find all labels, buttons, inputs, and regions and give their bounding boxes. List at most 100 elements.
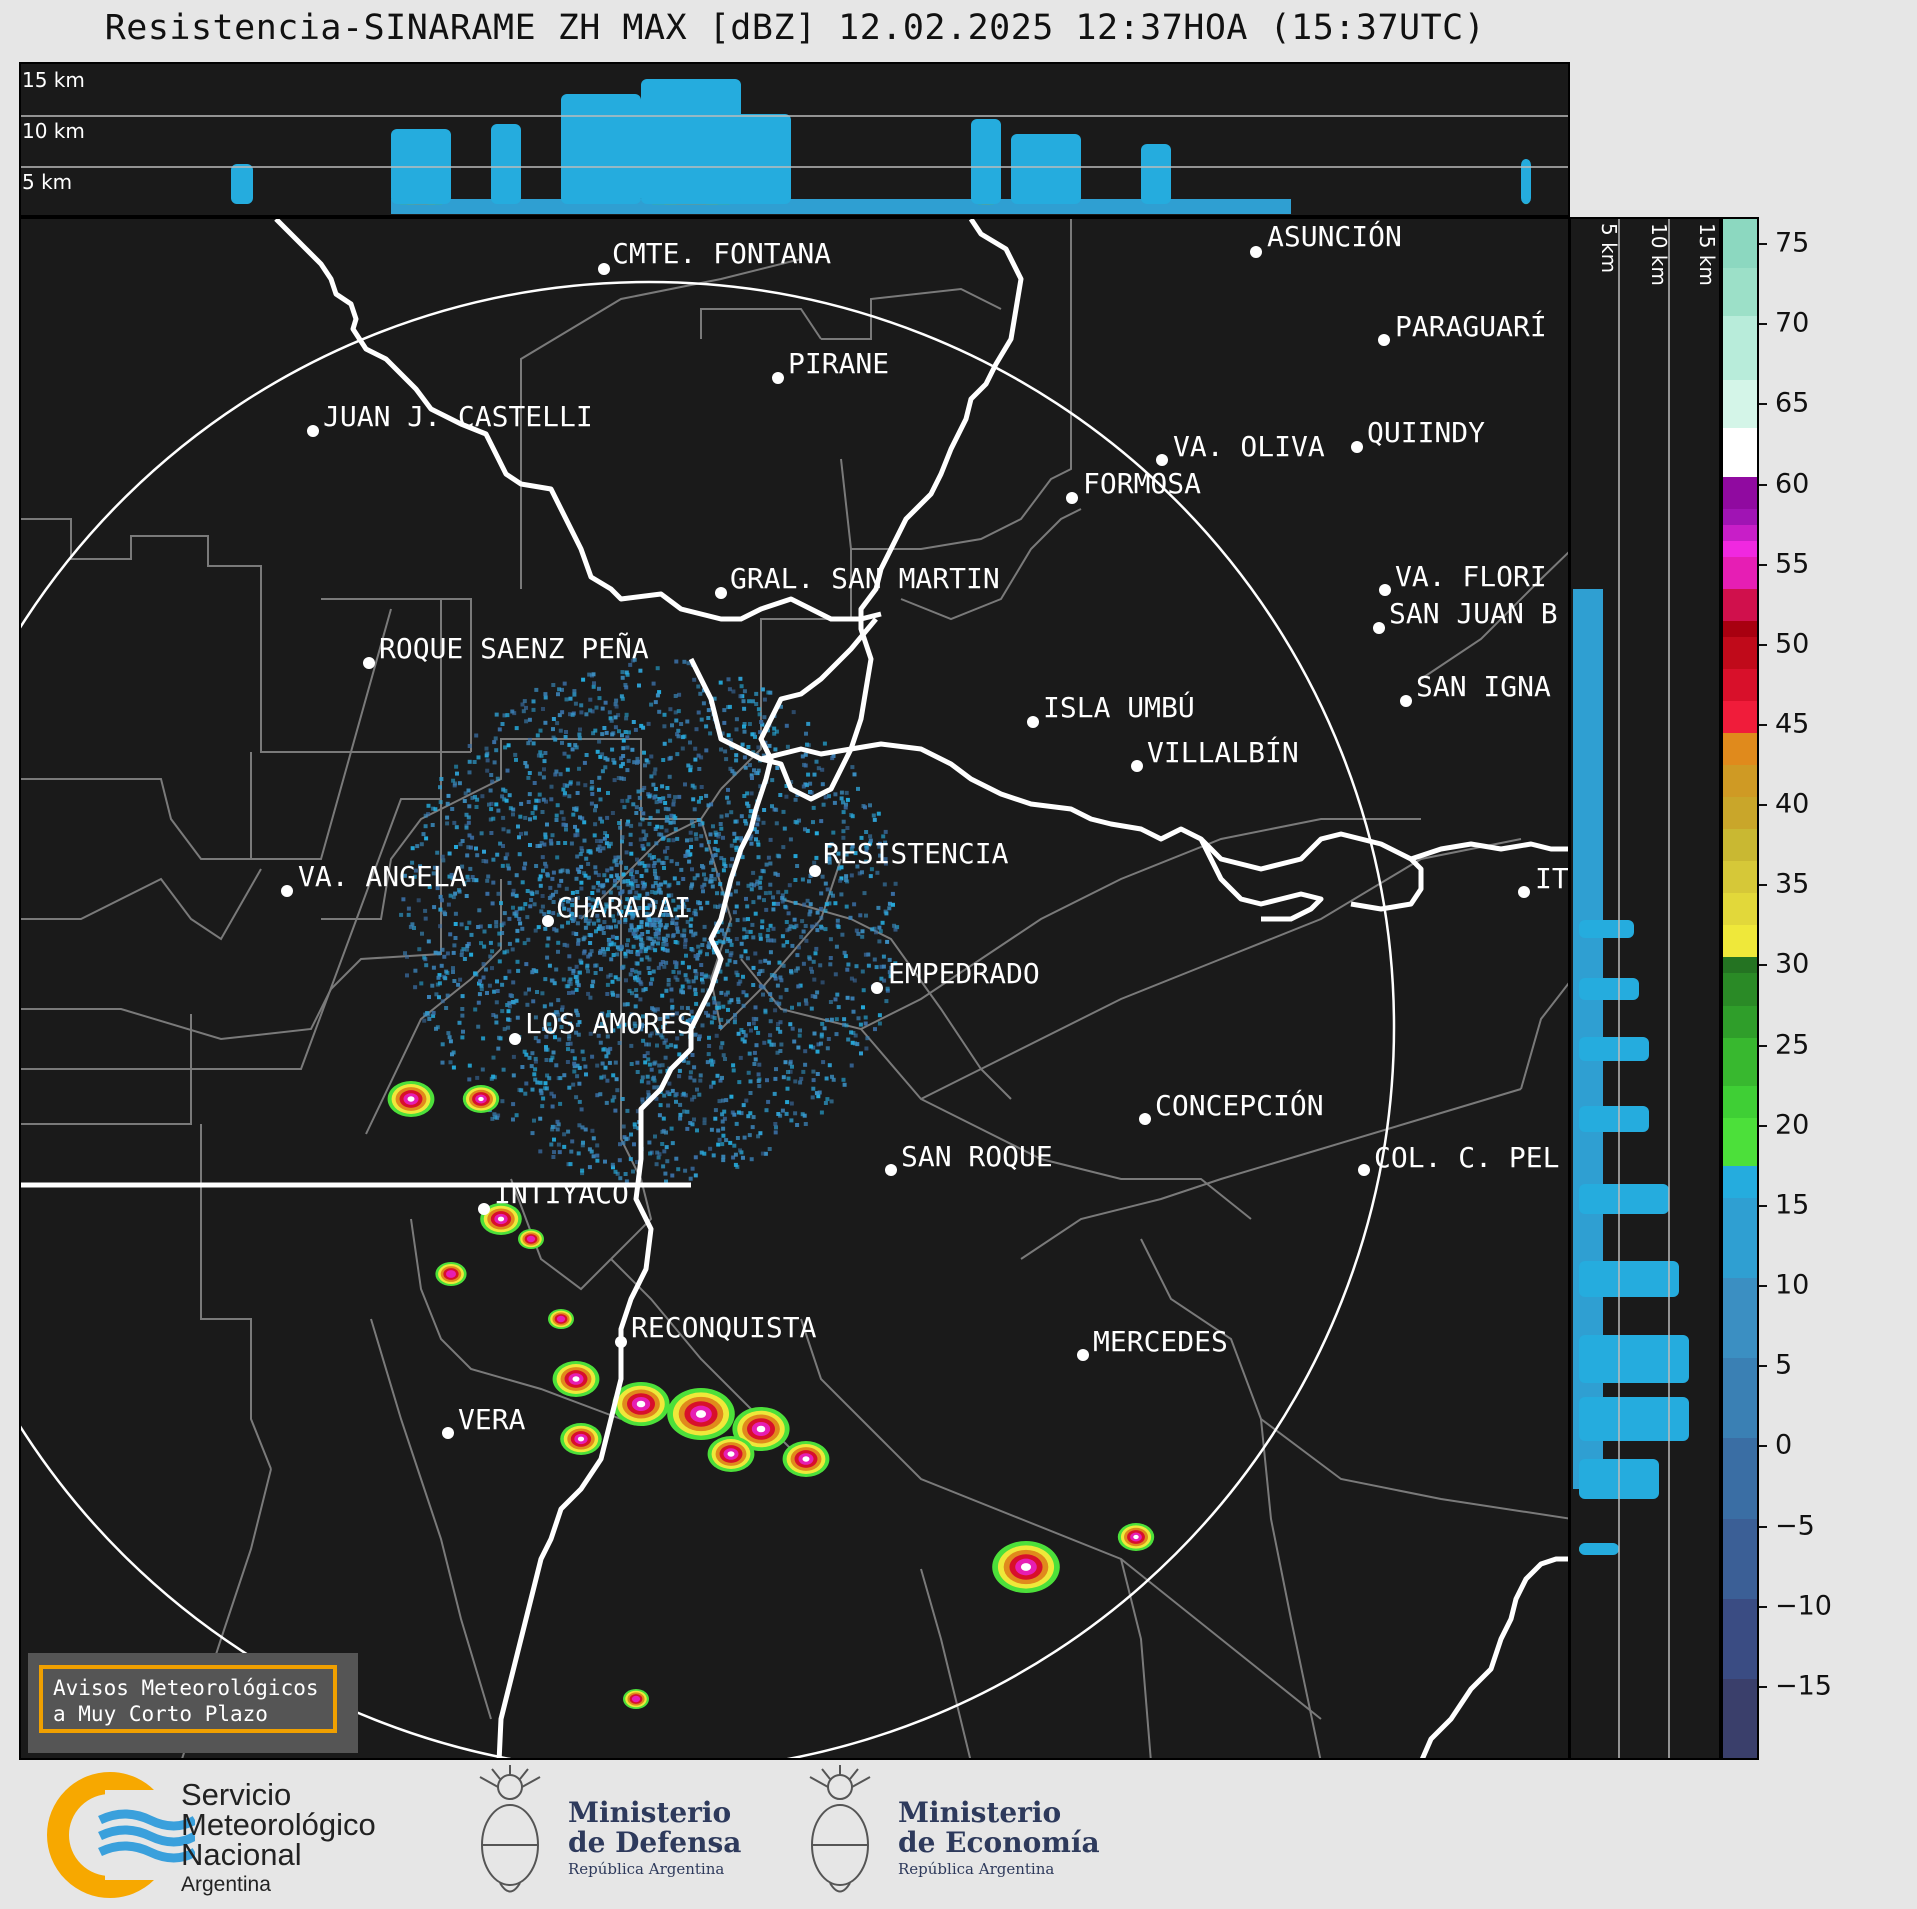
colorbar-tick-label: −15 <box>1775 1670 1832 1702</box>
colorbar-segment <box>1723 379 1757 429</box>
smn-logo-icon <box>47 1772 195 1898</box>
colorbar-segment <box>1723 667 1757 701</box>
avisos-line-2: a Muy Corto Plazo <box>53 1702 268 1726</box>
colorbar-segment <box>1723 267 1757 317</box>
defensa-coat-of-arms-icon <box>479 1765 541 1893</box>
colorbar-tick-label: 15 <box>1775 1189 1810 1221</box>
city-marker <box>772 372 784 384</box>
colorbar-segment <box>1723 523 1757 541</box>
city-marker <box>363 657 375 669</box>
colorbar-segment <box>1723 972 1757 1006</box>
city-marker <box>809 865 821 877</box>
colorbar-segment <box>1723 1597 1757 1679</box>
city-label: VA. ANGELA <box>298 860 467 893</box>
city-marker <box>1077 1349 1089 1361</box>
city-marker <box>1351 441 1363 453</box>
side-label-15km: 15 km <box>1695 223 1719 286</box>
colorbar-tick-label: 0 <box>1775 1429 1793 1461</box>
colorbar-segment <box>1723 507 1757 525</box>
city-marker <box>1131 760 1143 772</box>
colorbar-tick-label: 55 <box>1775 548 1810 580</box>
city-label: MERCEDES <box>1093 1325 1228 1358</box>
economia-name: Ministerio de Economía República Argenti… <box>898 1796 1100 1879</box>
side-profile-echoes <box>1573 219 1689 1758</box>
colorbar-segment <box>1723 1116 1757 1166</box>
height-profile-panel: 15 km 10 km 5 km <box>19 62 1570 217</box>
smn-name: Servicio Meteorológico Nacional Argentin… <box>181 1777 376 1896</box>
city-marker <box>885 1164 897 1176</box>
colorbar-tick-label: 60 <box>1775 468 1810 500</box>
colorbar-segment <box>1723 828 1757 862</box>
city-label: ISLA UMBÚ <box>1043 691 1195 724</box>
side-label-5km: 5 km <box>1597 223 1621 274</box>
side-height-profile-panel: 5 km 10 km 15 km <box>1569 217 1721 1760</box>
colorbar-segment <box>1723 956 1757 974</box>
city-label: VA. FLORI <box>1395 560 1547 593</box>
city-marker <box>598 263 610 275</box>
colorbar-tick-label: −5 <box>1775 1510 1815 1542</box>
city-label: CONCEPCIÓN <box>1155 1089 1324 1122</box>
city-marker <box>307 425 319 437</box>
footer-logos: Servicio Meteorológico Nacional Argentin… <box>0 1760 1917 1909</box>
colorbar-segment <box>1723 427 1757 477</box>
colorbar-segment <box>1723 860 1757 894</box>
city-marker <box>478 1203 490 1215</box>
city-label: LOS AMORES <box>525 1007 694 1040</box>
avisos-link[interactable]: Avisos Meteorológicos a Muy Corto Plazo <box>39 1665 337 1733</box>
colorbar-tick-label: 75 <box>1775 227 1810 259</box>
colorbar-segment <box>1723 1164 1757 1198</box>
side-label-10km: 10 km <box>1647 223 1671 286</box>
city-label: CMTE. FONTANA <box>612 237 832 270</box>
radar-site-marker <box>644 1022 654 1032</box>
radar-range-ring <box>21 280 1396 1758</box>
dbz-colorbar <box>1721 217 1759 1760</box>
city-marker <box>509 1033 521 1045</box>
colorbar-segment <box>1723 475 1757 509</box>
city-label: QUIINDY <box>1367 416 1486 449</box>
colorbar-segment <box>1723 699 1757 733</box>
city-label: ROQUE SAENZ PEÑA <box>379 632 649 665</box>
colorbar-segment <box>1723 1004 1757 1038</box>
city-label: SAN JUAN B <box>1389 597 1558 630</box>
colorbar-tick-label: 10 <box>1775 1269 1810 1301</box>
city-marker <box>1518 886 1530 898</box>
height-label-5km: 5 km <box>22 170 73 194</box>
city-label: FORMOSA <box>1083 467 1202 500</box>
avisos-box[interactable]: Avisos Meteorológicos a Muy Corto Plazo <box>28 1653 358 1753</box>
radar-echoes <box>387 657 1155 1709</box>
colorbar-tick-label: −10 <box>1775 1590 1832 1622</box>
colorbar-segment <box>1723 539 1757 557</box>
colorbar-tick-label: 45 <box>1775 708 1810 740</box>
colorbar-segment <box>1723 219 1757 269</box>
colorbar-segment <box>1723 892 1757 926</box>
colorbar-tick-label: 30 <box>1775 948 1810 980</box>
city-label: EMPEDRADO <box>888 957 1040 990</box>
city-marker <box>1066 492 1078 504</box>
city-marker <box>1027 716 1039 728</box>
colorbar-tick-label: 40 <box>1775 788 1810 820</box>
radar-map-panel: CMTE. FONTANA ASUNCIÓN PARAGUARÍ PIRANE JUAN… <box>19 217 1570 1760</box>
colorbar-segment <box>1723 1277 1757 1359</box>
city-marker <box>615 1336 627 1348</box>
height-label-15km: 15 km <box>22 68 85 92</box>
colorbar-segment <box>1723 732 1757 766</box>
colorbar-segment <box>1723 619 1757 637</box>
city-marker <box>715 587 727 599</box>
city-marker <box>1379 584 1391 596</box>
city-label: IT <box>1535 862 1569 895</box>
colorbar-segment <box>1723 1517 1757 1599</box>
city-label: JUAN J. CASTELLI <box>323 400 593 433</box>
city-label: ASUNCIÓN <box>1267 220 1402 253</box>
city-label: GRAL. SAN MARTIN <box>730 562 1000 595</box>
colorbar-segment <box>1723 1677 1757 1758</box>
height-label-10km: 10 km <box>22 119 85 143</box>
colorbar-segment <box>1723 1036 1757 1086</box>
city-marker <box>281 885 293 897</box>
city-marker <box>1250 246 1262 258</box>
colorbar-segment <box>1723 1196 1757 1279</box>
city-marker <box>442 1427 454 1439</box>
city-label: CHARADAI <box>556 891 691 924</box>
height-profile-echoes <box>21 79 1568 214</box>
city-label: VILLALBÍN <box>1147 736 1299 769</box>
city-marker <box>1156 454 1168 466</box>
